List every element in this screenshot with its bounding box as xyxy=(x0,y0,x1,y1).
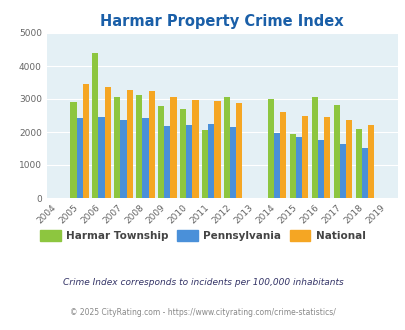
Bar xyxy=(273,133,279,198)
Bar xyxy=(98,117,104,198)
Bar xyxy=(136,95,142,198)
Bar xyxy=(367,125,373,198)
Text: © 2025 CityRating.com - https://www.cityrating.com/crime-statistics/: © 2025 CityRating.com - https://www.city… xyxy=(70,308,335,317)
Bar xyxy=(158,106,164,198)
Bar xyxy=(77,118,83,198)
Bar xyxy=(126,90,132,198)
Text: Crime Index corresponds to incidents per 100,000 inhabitants: Crime Index corresponds to incidents per… xyxy=(62,279,343,287)
Bar xyxy=(236,103,242,198)
Bar xyxy=(208,124,214,198)
Bar xyxy=(317,140,323,198)
Bar xyxy=(289,134,295,198)
Bar xyxy=(120,120,126,198)
Bar xyxy=(142,118,148,198)
Bar xyxy=(164,126,170,198)
Bar xyxy=(214,101,220,198)
Bar xyxy=(170,97,176,198)
Bar xyxy=(333,105,339,198)
Bar xyxy=(180,109,186,198)
Bar xyxy=(301,116,307,198)
Bar xyxy=(267,99,273,198)
Bar xyxy=(295,137,301,198)
Bar xyxy=(224,97,230,198)
Bar xyxy=(230,127,236,198)
Bar xyxy=(361,148,367,198)
Bar xyxy=(186,125,192,198)
Bar xyxy=(70,102,77,198)
Bar xyxy=(323,117,329,198)
Bar xyxy=(202,130,208,198)
Bar xyxy=(339,144,345,198)
Bar xyxy=(311,97,317,198)
Bar xyxy=(355,129,361,198)
Bar xyxy=(92,53,98,198)
Bar xyxy=(279,112,286,198)
Bar xyxy=(345,120,352,198)
Legend: Harmar Township, Pennsylvania, National: Harmar Township, Pennsylvania, National xyxy=(36,226,369,246)
Bar xyxy=(104,87,111,198)
Title: Harmar Property Crime Index: Harmar Property Crime Index xyxy=(100,14,343,29)
Bar xyxy=(148,91,154,198)
Bar xyxy=(114,97,120,198)
Bar xyxy=(83,84,89,198)
Bar xyxy=(192,100,198,198)
